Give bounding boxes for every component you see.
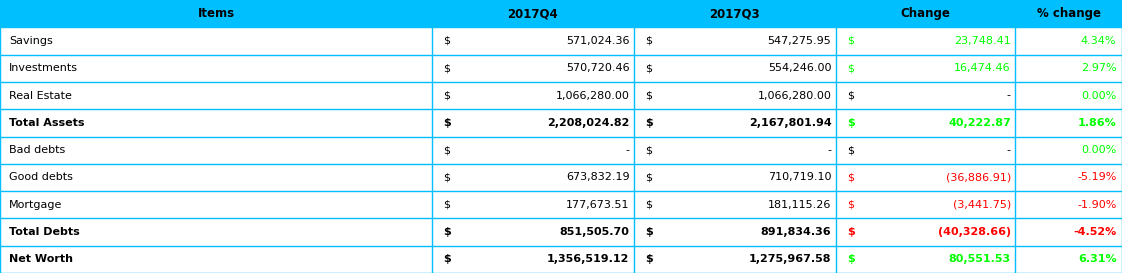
- Text: 23,748.41: 23,748.41: [954, 36, 1011, 46]
- Text: 177,673.51: 177,673.51: [565, 200, 629, 210]
- Text: 2,167,801.94: 2,167,801.94: [748, 118, 831, 128]
- Text: $: $: [645, 118, 653, 128]
- Text: -4.52%: -4.52%: [1073, 227, 1116, 237]
- Text: 851,505.70: 851,505.70: [560, 227, 629, 237]
- FancyBboxPatch shape: [0, 55, 1122, 82]
- Text: 710,719.10: 710,719.10: [767, 173, 831, 182]
- Text: $: $: [443, 36, 450, 46]
- Text: Investments: Investments: [9, 63, 77, 73]
- Text: 547,275.95: 547,275.95: [767, 36, 831, 46]
- Text: $: $: [645, 227, 653, 237]
- Text: Good debts: Good debts: [9, 173, 73, 182]
- Text: $: $: [645, 145, 652, 155]
- Text: % change: % change: [1037, 7, 1101, 20]
- FancyBboxPatch shape: [0, 218, 1122, 246]
- Text: $: $: [847, 254, 855, 264]
- Text: Net Worth: Net Worth: [9, 254, 73, 264]
- Text: Bad debts: Bad debts: [9, 145, 65, 155]
- Text: Mortgage: Mortgage: [9, 200, 63, 210]
- FancyBboxPatch shape: [0, 82, 1122, 109]
- Text: -: -: [625, 145, 629, 155]
- Text: 2.97%: 2.97%: [1080, 63, 1116, 73]
- Text: (40,328.66): (40,328.66): [938, 227, 1011, 237]
- Text: Total Debts: Total Debts: [9, 227, 80, 237]
- FancyBboxPatch shape: [0, 246, 1122, 273]
- Text: $: $: [645, 36, 652, 46]
- Text: $: $: [645, 63, 652, 73]
- Text: -1.90%: -1.90%: [1077, 200, 1116, 210]
- Text: $: $: [847, 118, 855, 128]
- FancyBboxPatch shape: [1015, 0, 1122, 27]
- Text: 4.34%: 4.34%: [1080, 36, 1116, 46]
- Text: $: $: [645, 200, 652, 210]
- Text: 2017Q3: 2017Q3: [709, 7, 761, 20]
- Text: 1,066,280.00: 1,066,280.00: [757, 91, 831, 100]
- Text: 673,832.19: 673,832.19: [565, 173, 629, 182]
- Text: Total Assets: Total Assets: [9, 118, 84, 128]
- FancyBboxPatch shape: [0, 27, 1122, 55]
- FancyBboxPatch shape: [432, 0, 634, 27]
- FancyBboxPatch shape: [836, 0, 1015, 27]
- Text: (3,441.75): (3,441.75): [953, 200, 1011, 210]
- Text: Items: Items: [197, 7, 234, 20]
- Text: $: $: [847, 91, 854, 100]
- Text: 554,246.00: 554,246.00: [767, 63, 831, 73]
- Text: 6.31%: 6.31%: [1078, 254, 1116, 264]
- FancyBboxPatch shape: [634, 0, 836, 27]
- Text: $: $: [847, 63, 854, 73]
- Text: $: $: [443, 200, 450, 210]
- Text: 1,356,519.12: 1,356,519.12: [548, 254, 629, 264]
- Text: 570,720.46: 570,720.46: [565, 63, 629, 73]
- Text: Change: Change: [901, 7, 950, 20]
- FancyBboxPatch shape: [0, 191, 1122, 218]
- Text: Real Estate: Real Estate: [9, 91, 72, 100]
- FancyBboxPatch shape: [0, 136, 1122, 164]
- Text: $: $: [443, 118, 451, 128]
- Text: 1,066,280.00: 1,066,280.00: [555, 91, 629, 100]
- Text: -: -: [827, 145, 831, 155]
- Text: 40,222.87: 40,222.87: [948, 118, 1011, 128]
- Text: 16,474.46: 16,474.46: [955, 63, 1011, 73]
- Text: 181,115.26: 181,115.26: [769, 200, 831, 210]
- Text: $: $: [443, 254, 451, 264]
- Text: $: $: [443, 145, 450, 155]
- Text: 80,551.53: 80,551.53: [949, 254, 1011, 264]
- Text: 1,275,967.58: 1,275,967.58: [748, 254, 831, 264]
- Text: $: $: [847, 173, 854, 182]
- Text: -: -: [1006, 145, 1011, 155]
- Text: $: $: [645, 91, 652, 100]
- Text: 2,208,024.82: 2,208,024.82: [548, 118, 629, 128]
- Text: $: $: [847, 36, 854, 46]
- Text: 571,024.36: 571,024.36: [565, 36, 629, 46]
- Text: 2017Q4: 2017Q4: [507, 7, 559, 20]
- Text: $: $: [443, 63, 450, 73]
- FancyBboxPatch shape: [0, 164, 1122, 191]
- Text: 0.00%: 0.00%: [1082, 145, 1116, 155]
- Text: $: $: [443, 173, 450, 182]
- Text: $: $: [847, 200, 854, 210]
- Text: (36,886.91): (36,886.91): [946, 173, 1011, 182]
- Text: 1.86%: 1.86%: [1077, 118, 1116, 128]
- Text: $: $: [645, 173, 652, 182]
- Text: $: $: [443, 227, 451, 237]
- Text: $: $: [645, 254, 653, 264]
- Text: $: $: [847, 145, 854, 155]
- Text: 891,834.36: 891,834.36: [761, 227, 831, 237]
- FancyBboxPatch shape: [0, 109, 1122, 136]
- Text: $: $: [443, 91, 450, 100]
- Text: Savings: Savings: [9, 36, 53, 46]
- Text: -: -: [1006, 91, 1011, 100]
- Text: -5.19%: -5.19%: [1077, 173, 1116, 182]
- Text: $: $: [847, 227, 855, 237]
- FancyBboxPatch shape: [0, 0, 432, 27]
- Text: 0.00%: 0.00%: [1082, 91, 1116, 100]
